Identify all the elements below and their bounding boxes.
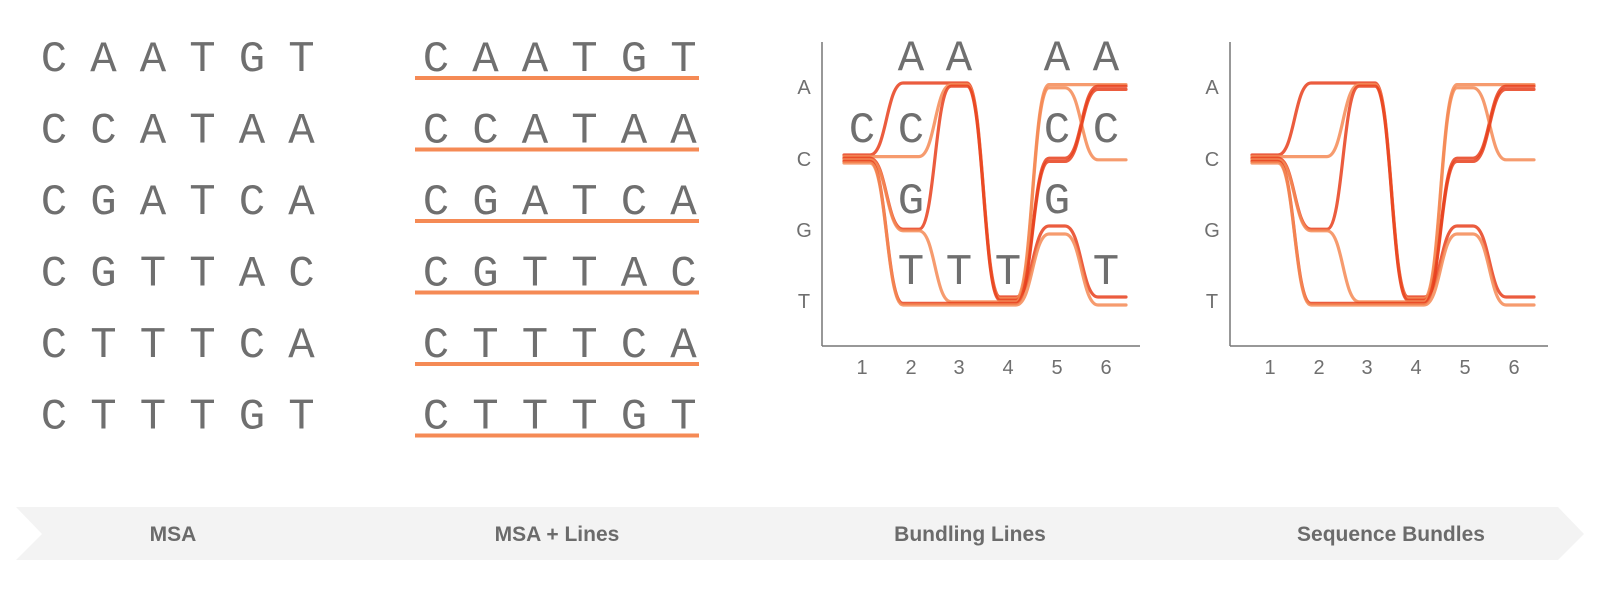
bundles-sequence-line (1250, 84, 1536, 302)
bundling-x-tick: 4 (1002, 357, 1013, 379)
bundles-x-tick: 6 (1508, 357, 1519, 379)
msa-char: T (140, 393, 166, 443)
bundling-x-tick: 2 (905, 357, 916, 379)
bundles-x-tick: 3 (1361, 357, 1372, 379)
msa-char: C (239, 178, 265, 228)
sequence-underline (415, 76, 699, 80)
bundles-y-tick: A (1205, 77, 1219, 99)
msa-char: T (189, 250, 215, 300)
nucleotide-letter: C (849, 106, 875, 156)
bundling-sequence-line (842, 161, 1128, 307)
msa-char: T (288, 393, 314, 443)
nucleotide-letter: A (1093, 34, 1120, 84)
stage-label-bundling-lines: Bundling Lines (894, 523, 1046, 546)
bundles-x-tick: 5 (1459, 357, 1470, 379)
msa-char: A (90, 35, 117, 85)
bundles-x-tick: 1 (1264, 357, 1275, 379)
bundles-sequence-line (1250, 161, 1536, 307)
bundling-x-tick: 3 (953, 357, 964, 379)
nucleotide-letter: T (898, 248, 924, 298)
msa-panel: C A A T G TC C A T A AC G A T C AC G T T A CC T T T C AC T T T G T (41, 35, 316, 443)
msa-char: T (189, 35, 215, 85)
banner-arrow-shape (16, 507, 1584, 560)
stage-label-msa: MSA (150, 523, 197, 546)
msa-char: C (41, 178, 67, 228)
bundles-x-tick: 2 (1313, 357, 1324, 379)
bundling-x-tick: 6 (1100, 357, 1111, 379)
sequence-underline (415, 147, 699, 152)
bundles-y-tick: G (1204, 220, 1220, 242)
msa-char: G (90, 178, 116, 228)
msa-char: C (239, 321, 265, 371)
msa-char: G (90, 250, 116, 300)
sequence-underline (415, 433, 699, 438)
msa-char: A (288, 321, 315, 371)
bundles-sequence-lines (1250, 81, 1536, 307)
bundling-y-tick: A (797, 77, 811, 99)
msa-char: C (41, 35, 67, 85)
msa-char: T (288, 35, 314, 85)
msa-char: C (90, 107, 116, 157)
sequence-underline (415, 362, 699, 366)
nucleotide-letter: T (946, 248, 972, 298)
stage-label-sequence-bundles: Sequence Bundles (1297, 523, 1485, 546)
msa-char: C (41, 321, 67, 371)
msa-char: T (189, 178, 215, 228)
sequence-underline (415, 219, 699, 223)
msa-char: G (239, 35, 265, 85)
msa-char: C (41, 107, 67, 157)
nucleotide-letter: C (1093, 106, 1119, 156)
nucleotide-letter: C (1044, 106, 1070, 156)
msa-char: A (239, 107, 266, 157)
nucleotide-letter: T (1093, 248, 1119, 298)
bundles-y-tick: C (1205, 149, 1219, 171)
bundling-y-tick: G (796, 220, 812, 242)
msa-char: A (239, 250, 266, 300)
bundling-y-tick: T (798, 291, 810, 313)
bundling-x-tick: 1 (856, 357, 867, 379)
stage-label-msa-lines: MSA + Lines (495, 523, 620, 546)
msa-char: C (41, 393, 67, 443)
msa-char: G (239, 393, 265, 443)
msa-char: T (189, 321, 215, 371)
msa-char: T (90, 393, 116, 443)
msa-char: A (140, 178, 167, 228)
bundles-x-tick: 4 (1410, 357, 1421, 379)
msa-char: A (288, 107, 315, 157)
msa-char: C (288, 250, 314, 300)
nucleotide-letter: A (898, 34, 925, 84)
msa-char: A (140, 107, 167, 157)
bundling-x-tick: 5 (1051, 357, 1062, 379)
msa-char: T (140, 321, 166, 371)
bundling-y-tick: C (797, 149, 811, 171)
sequence-underline (415, 290, 699, 295)
nucleotide-letter: C (898, 106, 924, 156)
msa-char: C (41, 250, 67, 300)
nucleotide-letter: A (1044, 34, 1071, 84)
sequence-bundles-panel: A C G T 1 2 3 4 5 6 (1204, 42, 1548, 379)
nucleotide-letter: T (995, 248, 1021, 298)
msa-char: T (140, 250, 166, 300)
nucleotide-letter: A (946, 34, 973, 84)
nucleotide-letter: G (898, 177, 924, 227)
process-banner: MSA MSA + Lines Bundling Lines Sequence … (16, 507, 1584, 560)
msa-char: T (90, 321, 116, 371)
bundling-sequence-lines (842, 81, 1128, 307)
msa-char: A (140, 35, 167, 85)
bundling-sequence-line (842, 84, 1128, 302)
msa-char: A (288, 178, 315, 228)
bundles-y-tick: T (1206, 291, 1218, 313)
msa-char: T (189, 107, 215, 157)
nucleotide-letter: G (1044, 177, 1070, 227)
msa-lines-panel: C A A T G TC C A T A AC G A T C AC G T T A CC T T T C AC T T T G T (415, 35, 699, 443)
msa-char: T (189, 393, 215, 443)
